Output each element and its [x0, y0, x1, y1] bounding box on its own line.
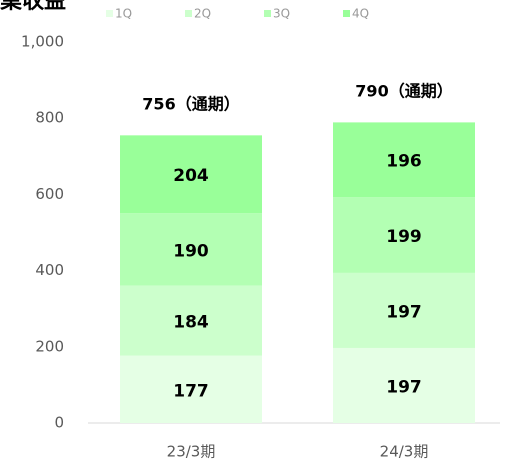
total-label: 790（通期） [355, 82, 452, 101]
bar-segment [333, 347, 475, 423]
data-label: 177 [173, 381, 209, 401]
legend-label: 1Q [115, 7, 132, 21]
legend-label: 2Q [194, 7, 211, 21]
bar-segment [333, 122, 475, 198]
bar-segment [333, 197, 475, 273]
data-label: 184 [173, 313, 209, 333]
data-label: 197 [386, 377, 422, 397]
bar-segment [120, 135, 262, 214]
y-tick-label: 800 [35, 109, 64, 127]
legend-swatch [264, 10, 271, 17]
x-tick-label: 24/3期 [380, 443, 429, 461]
y-tick-label: 200 [35, 337, 64, 355]
legend-label: 3Q [273, 7, 290, 21]
legend-swatch [185, 10, 192, 17]
bar-segment [120, 213, 262, 286]
bar-segment [333, 272, 475, 348]
y-tick-label: 600 [35, 185, 64, 203]
y-tick-label: 400 [35, 261, 64, 279]
chart-title: 業収益 [0, 0, 66, 14]
legend-label: 4Q [352, 7, 369, 21]
total-label: 756（通期） [142, 94, 239, 113]
data-label: 196 [386, 152, 422, 172]
legend-swatch [106, 10, 113, 17]
legend-swatch [343, 10, 350, 17]
data-label: 190 [173, 241, 209, 261]
data-label: 199 [386, 227, 422, 247]
data-label: 197 [386, 302, 422, 322]
bar-segment [120, 355, 262, 423]
bar-segment [120, 285, 262, 356]
y-tick-label: 1,000 [21, 33, 64, 51]
y-tick-label: 0 [54, 414, 64, 432]
x-tick-label: 23/3期 [167, 443, 216, 461]
data-label: 204 [173, 166, 209, 186]
